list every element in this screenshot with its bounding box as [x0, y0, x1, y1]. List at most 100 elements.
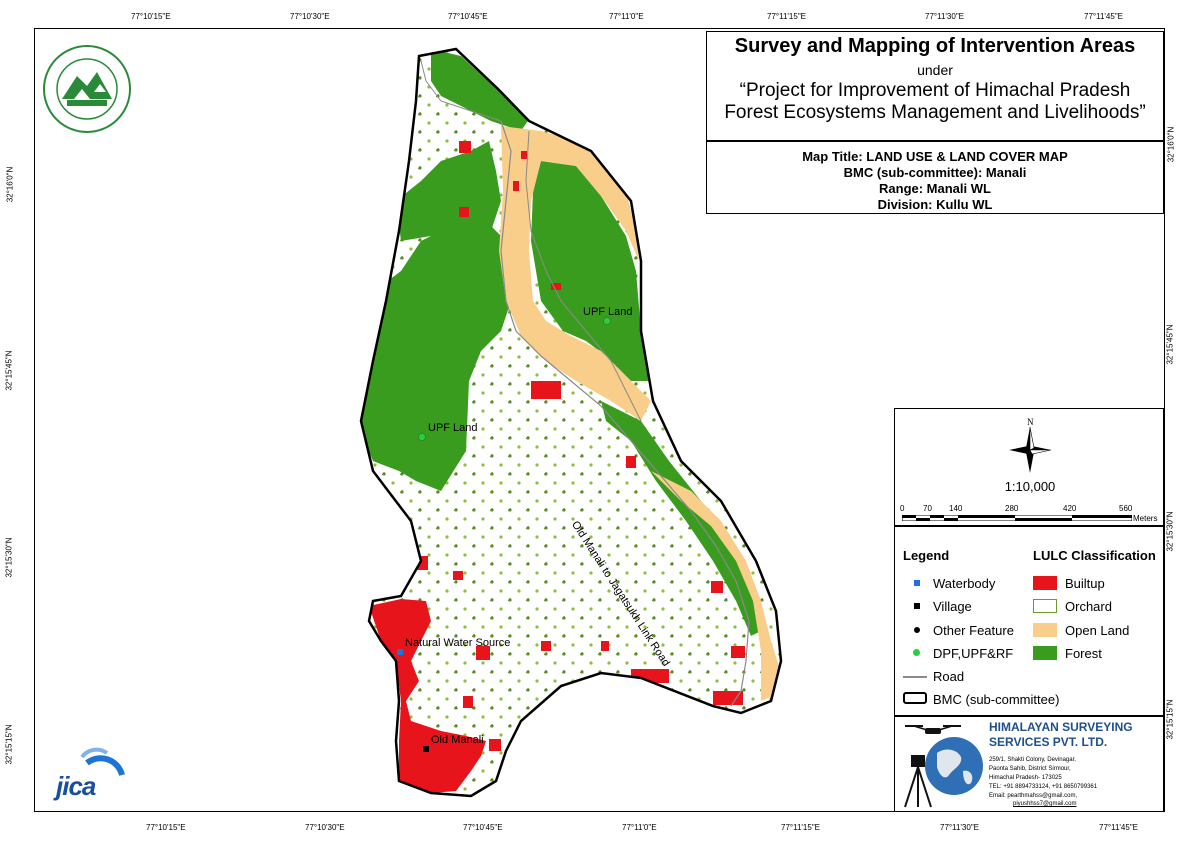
coord-right-4: 32°15'15"N [1165, 699, 1175, 740]
scale-tick-420: 420 [1063, 504, 1077, 513]
coord-bottom-3: 77°10'45"E [463, 823, 503, 832]
coord-bottom-6: 77°11'30"E [940, 823, 980, 832]
coord-top-7: 77°11'45"E [1084, 12, 1124, 21]
north-arrow-icon [1009, 427, 1051, 473]
scale-tick-70: 70 [923, 504, 932, 513]
builtup-block [626, 456, 636, 468]
coord-bottom-4: 77°11'0"E [622, 823, 657, 832]
map-frame[interactable]: UPF Land UPF Land Natural Water Source O… [34, 28, 1165, 812]
waterbody-swatch [914, 580, 920, 586]
coord-bottom-5: 77°11'15"E [781, 823, 821, 832]
coord-top-1: 77°10'15"E [131, 12, 171, 21]
drone-icon [905, 725, 961, 734]
coord-top-2: 77°10'30"E [290, 12, 330, 21]
map-info-box: Map Title: LAND USE & LAND COVER MAP BMC… [706, 141, 1164, 214]
label-old-manali: Old Manali [431, 734, 484, 746]
coord-left-1: 32°16'0"N [5, 166, 15, 203]
builtup-block [453, 571, 463, 580]
road-main [500, 120, 750, 707]
company-name-line-2: SERVICES PVT. LTD. [989, 735, 1108, 749]
scale-tick-280: 280 [1005, 504, 1019, 513]
scale-unit: Meters [1133, 514, 1158, 523]
company-email-2[interactable]: piyushhss7@gmail.com [1013, 801, 1077, 807]
map-canvas[interactable] [35, 29, 1165, 812]
road-swatch [903, 676, 927, 678]
forest-swatch [1033, 646, 1057, 660]
title-project-line-2: Forest Ecosystems Management and Livelih… [724, 102, 1146, 123]
jica-logo: JICA [52, 745, 127, 805]
company-tel: TEL: +91 8894733124, +91 8650799361 [989, 784, 1098, 790]
scale-ratio: 1:10,000 [1004, 479, 1056, 494]
road-secondary [525, 130, 642, 422]
scale-tick-140: 140 [949, 504, 963, 513]
builtup-block [551, 283, 561, 290]
builtup-block [531, 381, 561, 399]
legend-other-feature: Other Feature [933, 623, 1014, 638]
builtup-block [713, 691, 743, 705]
legend-road: Road [933, 669, 965, 684]
north-label: N [1027, 417, 1034, 427]
forest-top [431, 49, 529, 131]
title-project-line-1: “Project for Improvement of Himachal Pra… [739, 80, 1131, 101]
bmc-text: BMC (sub-committee): Manali [843, 165, 1027, 180]
builtup-block [489, 739, 501, 751]
builtup-block [731, 646, 745, 658]
company-name-line-1: HIMALAYAN SURVEYING [989, 720, 1133, 734]
dpf-upf-rf-swatch [913, 649, 920, 656]
village-swatch [914, 603, 920, 609]
legend-builtup: Builtup [1065, 576, 1105, 591]
coord-top-5: 77°11'15"E [767, 12, 807, 21]
scale-box: N 1:10,000 0 70 140 280 420 560 Meters [894, 408, 1164, 526]
company-address-1: 259/1, Shakti Colony, Devinagar, [989, 757, 1076, 763]
legend-box: Legend LULC Classification Waterbody Vil… [894, 526, 1164, 716]
range-text: Range: Manali WL [879, 181, 991, 196]
scale-tick-0: 0 [900, 504, 905, 513]
builtup-block [476, 646, 490, 660]
coord-right-3: 32°15'30"N [1165, 511, 1175, 552]
coord-left-4: 32°15'15"N [4, 724, 14, 765]
coord-top-6: 77°11'30"E [925, 12, 965, 21]
label-upf-land-1: UPF Land [583, 306, 633, 318]
scale-tick-560: 560 [1119, 504, 1133, 513]
road-top [420, 60, 502, 122]
open-land-strip [651, 471, 779, 701]
globe-icon [925, 737, 983, 795]
legend-bmc: BMC (sub-committee) [933, 692, 1060, 707]
company-address-2: Paonta Sahib, District Sirmour, [989, 766, 1071, 772]
builtup-swatch [1033, 576, 1057, 590]
hp-forest-logo [42, 44, 132, 134]
coord-left-3: 32°15'30"N [4, 537, 14, 578]
builtup-block [601, 641, 609, 651]
forest-left-large [361, 221, 511, 491]
bmc-boundary[interactable] [359, 47, 783, 798]
builtup-block [459, 207, 469, 217]
forest-right [531, 161, 649, 381]
label-natural-water-source: Natural Water Source [405, 637, 511, 649]
map-title-text: Map Title: LAND USE & LAND COVER MAP [802, 149, 1068, 164]
builtup-block [521, 151, 527, 159]
builtup-block [459, 141, 471, 153]
upf-point[interactable] [603, 317, 611, 325]
legend-title: Legend [903, 548, 950, 563]
coord-right-1: 32°16'0"N [1166, 126, 1176, 163]
legend-forest: Forest [1065, 646, 1102, 661]
legend-waterbody: Waterbody [933, 576, 996, 591]
coord-bottom-1: 77°10'15"E [146, 823, 186, 832]
company-email-1[interactable]: Email: pearthmahss@gmail.com, [989, 793, 1078, 799]
title-main: Survey and Mapping of Intervention Areas [734, 35, 1136, 57]
legend-village: Village [933, 599, 972, 614]
coord-left-2: 32°15'45"N [4, 350, 14, 391]
company-address-3: Himachal Pradesh- 173025 [989, 775, 1062, 781]
lulc-title: LULC Classification [1033, 548, 1156, 563]
forest-left-upper [396, 141, 501, 241]
jica-logo-text: JICA [56, 771, 96, 801]
legend-open-land: Open Land [1065, 623, 1130, 638]
builtup-block [541, 641, 551, 651]
upf-point[interactable] [418, 433, 426, 441]
division-text: Division: Kullu WL [877, 197, 993, 212]
coord-bottom-2: 77°10'30"E [305, 823, 345, 832]
waterbody-point[interactable] [397, 649, 403, 655]
village-point[interactable] [423, 746, 429, 752]
orchard-swatch [1033, 599, 1057, 613]
scale-bar [902, 515, 1132, 521]
